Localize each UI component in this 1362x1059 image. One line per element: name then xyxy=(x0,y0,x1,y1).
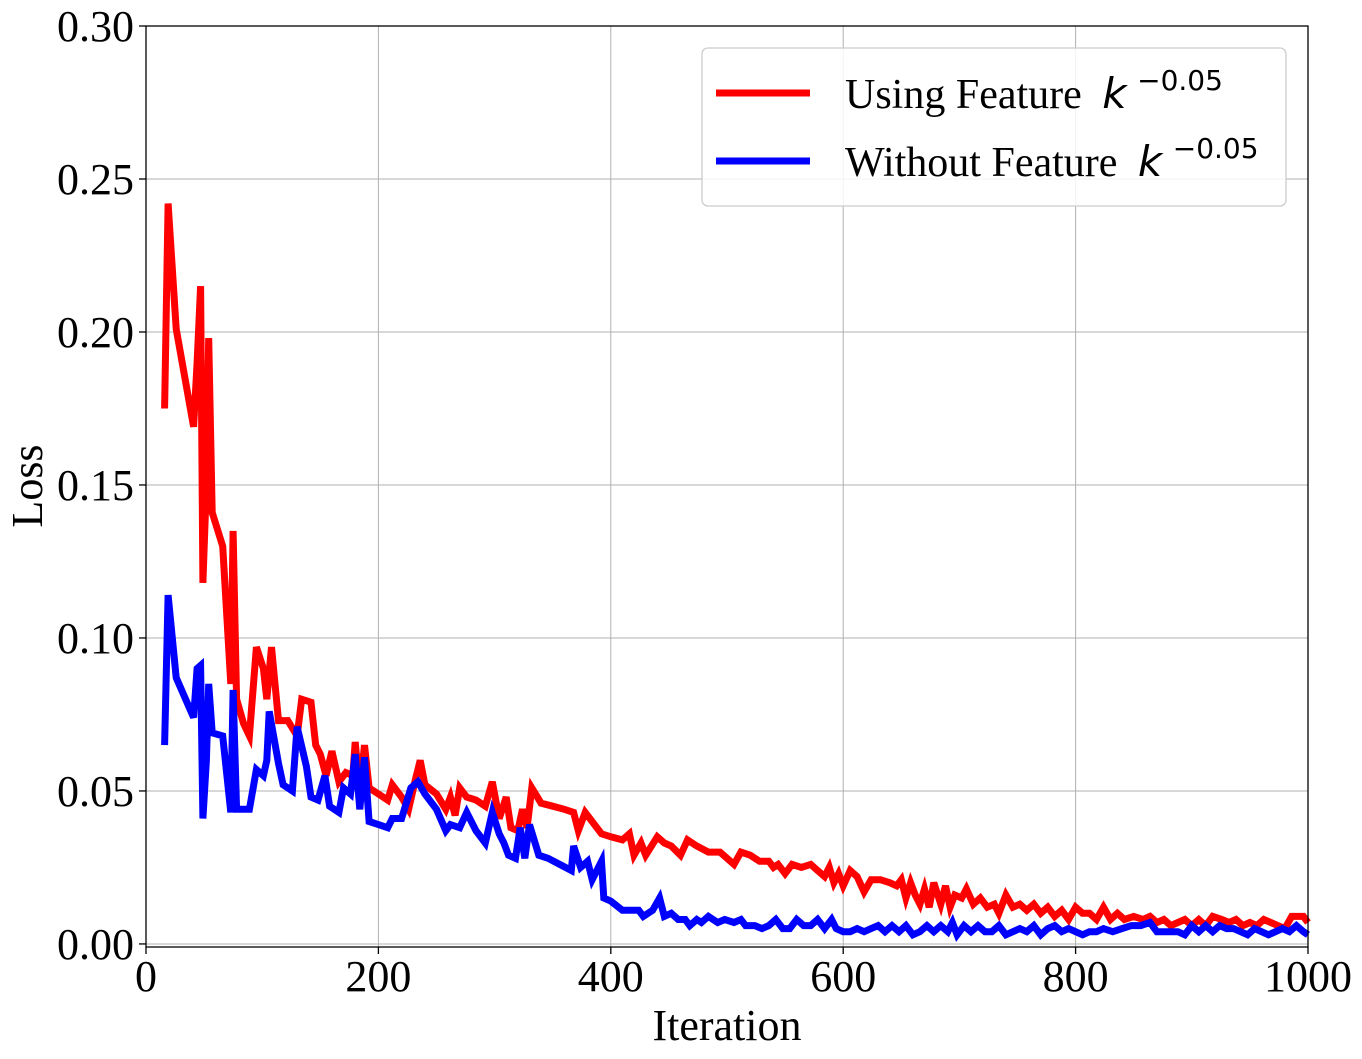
series-line-using-feature xyxy=(161,203,1311,934)
legend-label-using: Using Feature k −0.05 xyxy=(845,64,1223,118)
x-tick-label: 800 xyxy=(1043,952,1109,1001)
legend-exponent-without: −0.05 xyxy=(1173,132,1259,165)
y-tick-label: 0.30 xyxy=(57,2,134,51)
y-tick-label: 0.15 xyxy=(57,461,134,510)
y-axis-ticks: 0.00 0.05 0.10 0.15 0.20 0.25 0.30 xyxy=(57,2,146,969)
legend-box xyxy=(701,47,1287,207)
legend-text-using: Using Feature xyxy=(845,72,1082,118)
y-tick-label: 0.20 xyxy=(57,308,134,357)
plot-frame xyxy=(145,25,1309,948)
legend-math-using: k xyxy=(1102,69,1128,118)
series-lines xyxy=(161,203,1311,942)
x-tick-label: 400 xyxy=(578,952,644,1001)
x-tick-label: 600 xyxy=(810,952,876,1001)
legend-math-without: k xyxy=(1138,137,1164,186)
y-tick-label: 0.00 xyxy=(57,920,134,969)
x-tick-label: 200 xyxy=(345,952,411,1001)
x-tick-label: 1000 xyxy=(1264,952,1352,1001)
y-tick-label: 0.10 xyxy=(57,614,134,663)
legend-exponent-using: −0.05 xyxy=(1137,64,1223,97)
x-axis-title: Iteration xyxy=(652,1001,801,1050)
y-axis-title: Loss xyxy=(3,444,52,527)
legend-text-without: Without Feature xyxy=(845,140,1117,186)
x-axis-ticks: 0 200 400 600 800 1000 xyxy=(135,947,1352,1001)
y-tick-label: 0.05 xyxy=(57,767,134,816)
legend-label-without: Without Feature k −0.05 xyxy=(845,132,1259,186)
legend: Using Feature k −0.05 Without Feature k … xyxy=(701,47,1287,207)
y-tick-label: 0.25 xyxy=(57,155,134,204)
x-tick-label: 0 xyxy=(135,952,157,1001)
series-line-without-feature xyxy=(161,594,1310,942)
